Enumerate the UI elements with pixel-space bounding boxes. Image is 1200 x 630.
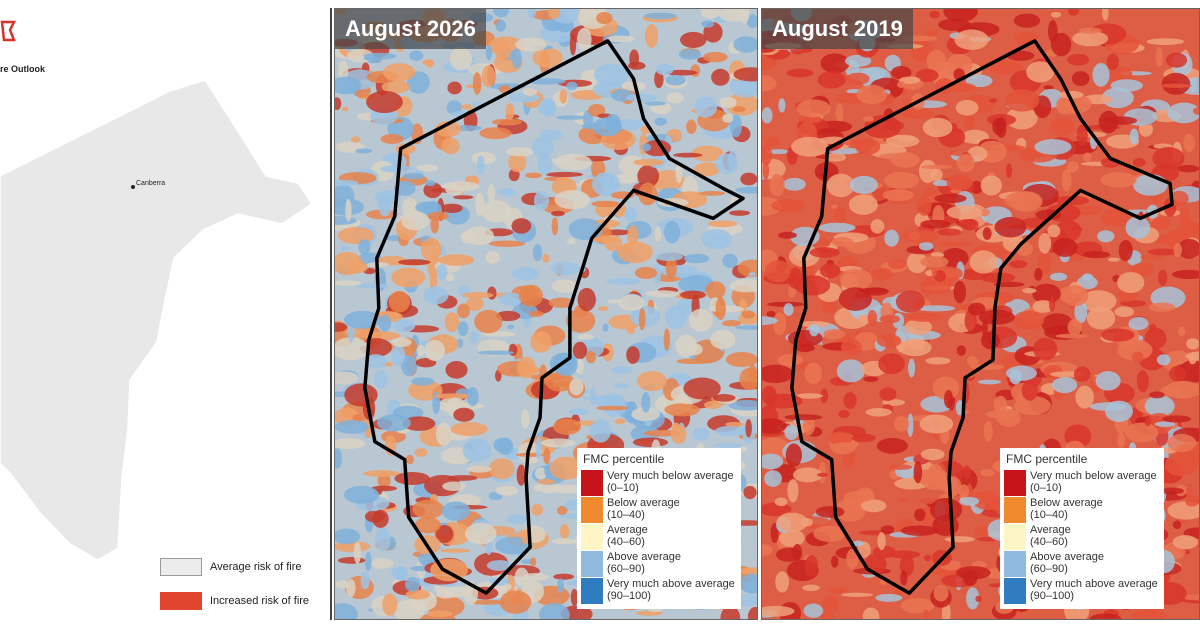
outlook-title: re Outlook [0, 64, 46, 74]
act-region-shape [0, 79, 314, 561]
canberra-marker [131, 185, 135, 189]
legend-label: Average (40–60) [607, 524, 648, 548]
legend-row: Very much below average (0–10) [1004, 470, 1158, 496]
legend-label: Very much below average (0–10) [1030, 470, 1157, 494]
legend-swatch [581, 497, 603, 523]
legend-swatch [581, 551, 603, 577]
legend-label: Average (40–60) [1030, 524, 1071, 548]
fmc-legend-2019: FMC percentile Very much below average (0… [1000, 448, 1164, 609]
legend-swatch [581, 524, 603, 550]
fmc-legend-2026: FMC percentile Very much below average (0… [577, 448, 741, 609]
legend-label: Below average (10–40) [1030, 497, 1103, 521]
fmc-map-august-2026: August 2026 FMC percentile Very much bel… [334, 8, 758, 620]
overview-map-panel: re Outlook Canberra Average risk of fire… [0, 8, 332, 620]
legend-swatch [1004, 578, 1026, 604]
legend-row: Above average (60–90) [581, 551, 735, 577]
legend-title: FMC percentile [1006, 452, 1088, 466]
fmc-raster-2026 [335, 9, 757, 619]
legend-label: Above average (60–90) [607, 551, 681, 575]
legend-row: Very much below average (0–10) [581, 470, 735, 496]
risk-legend-row-increased: Increased risk of fire [160, 592, 309, 610]
legend-row: Very much above average (90–100) [581, 578, 735, 604]
legend-swatch [1004, 524, 1026, 550]
risk-legend-label: Average risk of fire [210, 561, 302, 573]
fire-logo-icon [0, 20, 16, 42]
legend-swatch [581, 470, 603, 496]
legend-title: FMC percentile [583, 452, 665, 466]
legend-swatch [1004, 551, 1026, 577]
map-title: August 2019 [762, 9, 913, 49]
legend-swatch [581, 578, 603, 604]
increased-risk-swatch [160, 592, 202, 610]
legend-row: Average (40–60) [1004, 524, 1158, 550]
legend-row: Very much above average (90–100) [1004, 578, 1158, 604]
legend-swatch [1004, 497, 1026, 523]
legend-row: Average (40–60) [581, 524, 735, 550]
legend-label: Above average (60–90) [1030, 551, 1104, 575]
act-boundary-2019 [790, 39, 1174, 595]
risk-legend: Average risk of fire Increased risk of f… [160, 558, 309, 620]
legend-row: Below average (10–40) [581, 497, 735, 523]
city-label: Canberra [136, 180, 166, 187]
legend-label: Very much above average (90–100) [607, 578, 735, 602]
legend-label: Below average (10–40) [607, 497, 680, 521]
average-risk-swatch [160, 558, 202, 576]
legend-label: Very much below average (0–10) [607, 470, 734, 494]
legend-row: Above average (60–90) [1004, 551, 1158, 577]
risk-legend-label: Increased risk of fire [210, 595, 310, 607]
map-title: August 2026 [335, 9, 486, 49]
legend-row: Below average (10–40) [1004, 497, 1158, 523]
act-boundary-2026 [363, 39, 745, 595]
risk-legend-row-average: Average risk of fire [160, 558, 309, 576]
fmc-map-august-2019: August 2019 FMC percentile Very much bel… [761, 8, 1200, 620]
legend-swatch [1004, 470, 1026, 496]
legend-label: Very much above average (90–100) [1030, 578, 1158, 602]
